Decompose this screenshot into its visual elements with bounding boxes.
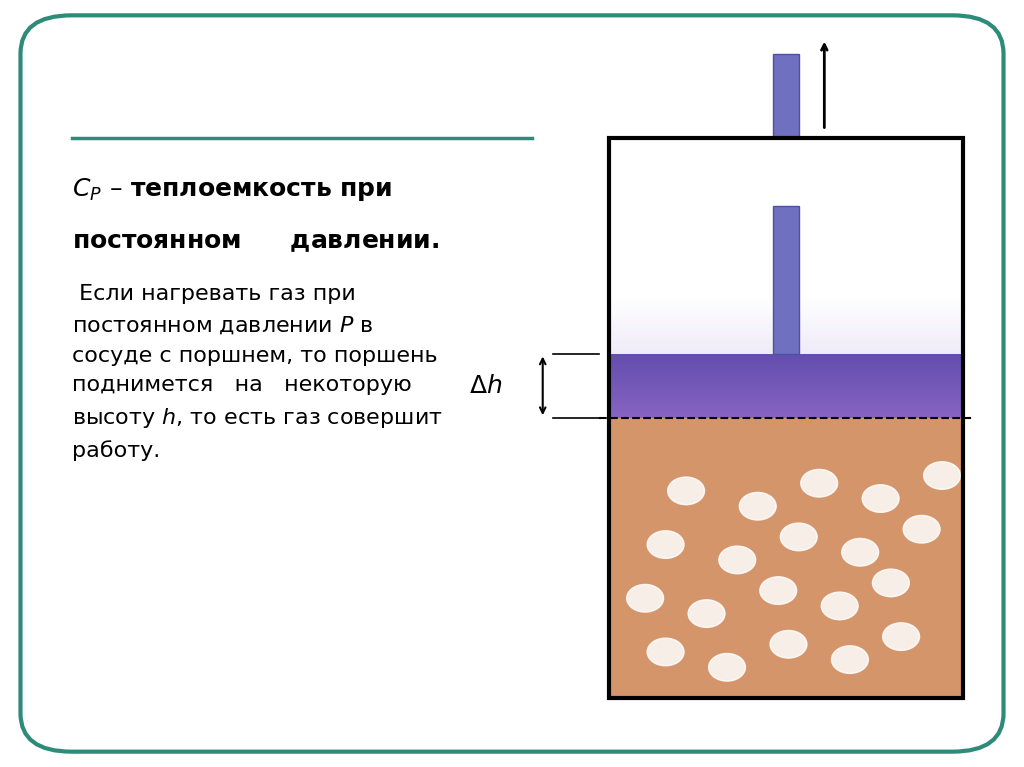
Text: Если нагревать газ при
постоянном давлении $P$ в
сосуде с поршнем, то поршень
по: Если нагревать газ при постоянном давлен… — [72, 284, 442, 461]
Bar — [609, 138, 963, 698]
Circle shape — [647, 531, 684, 558]
Bar — [609, 326, 963, 328]
Bar — [609, 392, 963, 394]
FancyBboxPatch shape — [20, 15, 1004, 752]
Bar — [609, 384, 963, 386]
Bar — [609, 348, 963, 351]
Bar — [609, 373, 963, 374]
Text: $\Delta h$: $\Delta h$ — [469, 374, 502, 398]
Bar — [609, 331, 963, 334]
Bar — [609, 410, 963, 412]
Bar — [609, 320, 963, 323]
Bar — [609, 370, 963, 371]
Bar — [609, 314, 963, 318]
Circle shape — [924, 462, 961, 489]
Bar — [609, 309, 963, 311]
Bar — [609, 396, 963, 397]
Bar — [609, 340, 963, 342]
Bar — [609, 362, 963, 364]
Bar — [609, 381, 963, 383]
Bar — [609, 376, 963, 378]
Text: $\mathbf{\it{C_P}}$ $\mathbf{–\ теплоемкость\ при}$: $\mathbf{\it{C_P}}$ $\mathbf{–\ теплоемк… — [72, 176, 391, 203]
Bar — [609, 360, 963, 362]
Bar — [609, 397, 963, 399]
Bar — [609, 402, 963, 403]
Circle shape — [709, 653, 745, 681]
Bar — [609, 368, 963, 370]
Bar — [609, 408, 963, 410]
Bar — [609, 318, 963, 320]
Bar — [609, 357, 963, 358]
Bar — [609, 389, 963, 390]
Bar — [609, 358, 963, 360]
Bar — [609, 328, 963, 331]
Bar — [609, 306, 963, 309]
Bar — [609, 364, 963, 365]
Bar — [609, 351, 963, 354]
Bar — [609, 416, 963, 418]
Circle shape — [801, 469, 838, 497]
Circle shape — [821, 592, 858, 620]
Bar — [609, 374, 963, 376]
Circle shape — [770, 630, 807, 658]
Bar — [609, 390, 963, 392]
Circle shape — [688, 600, 725, 627]
Bar — [609, 345, 963, 348]
Bar — [609, 337, 963, 340]
Bar — [609, 342, 963, 345]
Bar — [609, 303, 963, 306]
Bar — [609, 371, 963, 373]
Bar — [609, 354, 963, 355]
Circle shape — [647, 638, 684, 666]
Bar — [609, 378, 963, 380]
Bar — [609, 415, 963, 416]
Bar — [609, 387, 963, 389]
Bar — [609, 383, 963, 384]
Bar — [609, 399, 963, 400]
Bar — [609, 386, 963, 387]
Bar — [609, 400, 963, 402]
Bar — [609, 355, 963, 357]
Circle shape — [831, 646, 868, 673]
Bar — [609, 394, 963, 396]
Bar — [609, 365, 963, 367]
Bar — [609, 323, 963, 326]
Bar — [609, 367, 963, 368]
Circle shape — [903, 515, 940, 543]
Bar — [609, 380, 963, 381]
Circle shape — [627, 584, 664, 612]
Bar — [609, 301, 963, 303]
Bar — [609, 412, 963, 413]
Circle shape — [780, 523, 817, 551]
Bar — [609, 413, 963, 415]
Bar — [609, 214, 963, 354]
Circle shape — [872, 569, 909, 597]
Circle shape — [739, 492, 776, 520]
Bar — [609, 298, 963, 301]
Circle shape — [842, 538, 879, 566]
Circle shape — [760, 577, 797, 604]
Circle shape — [668, 477, 705, 505]
Circle shape — [719, 546, 756, 574]
Bar — [609, 418, 963, 698]
Bar — [609, 311, 963, 314]
Bar — [773, 54, 799, 138]
Bar — [609, 403, 963, 405]
Bar — [609, 407, 963, 408]
Bar — [609, 334, 963, 337]
Bar — [773, 206, 799, 354]
Text: $\mathbf{постоянном\ \ \ \ \ \ давлении.}$: $\mathbf{постоянном\ \ \ \ \ \ давлении.… — [72, 230, 439, 254]
Circle shape — [883, 623, 920, 650]
Bar — [609, 405, 963, 407]
Circle shape — [862, 485, 899, 512]
